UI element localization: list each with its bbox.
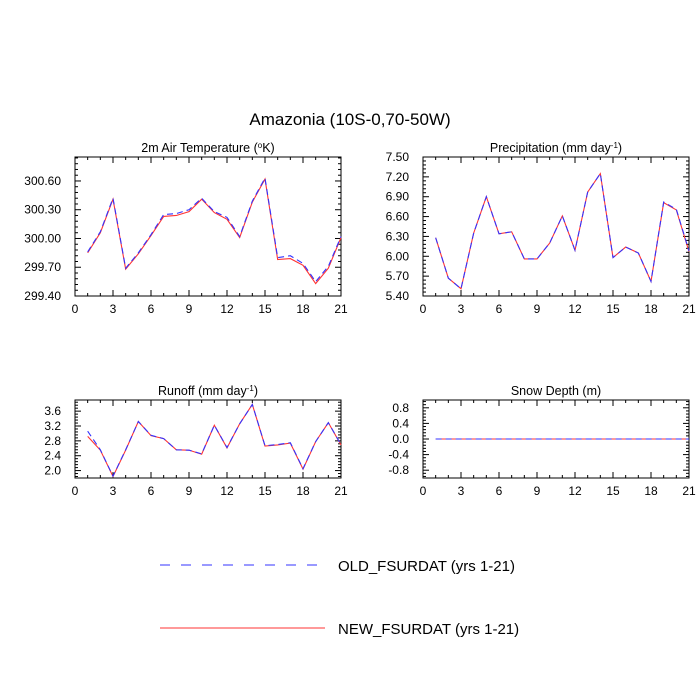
y-tick-label: 7.20 bbox=[386, 170, 410, 184]
panel-title: Runoff (mm day-1) bbox=[158, 384, 258, 399]
legend-label-new: NEW_FSURDAT (yrs 1-21) bbox=[338, 621, 519, 638]
x-tick-label: 3 bbox=[458, 484, 465, 498]
series-line-new bbox=[87, 403, 342, 478]
y-tick-label: 7.50 bbox=[386, 150, 410, 164]
x-tick-label: 6 bbox=[148, 302, 155, 316]
y-tick-label: 3.2 bbox=[44, 419, 61, 433]
x-tick-label: 12 bbox=[220, 302, 234, 316]
x-tick-label: 15 bbox=[606, 484, 620, 498]
y-tick-label: -0.8 bbox=[388, 463, 409, 477]
y-tick-label: 5.40 bbox=[386, 289, 410, 303]
series-line-new bbox=[435, 172, 690, 290]
plot-frame bbox=[74, 156, 342, 297]
y-tick-label: 2.0 bbox=[44, 464, 61, 478]
y-tick-label: -0.4 bbox=[388, 448, 409, 462]
panels: 2m Air Temperature (oK) 0 3 6 9 12 15 18 21 299.4… bbox=[24, 141, 696, 499]
x-tick-label: 0 bbox=[420, 302, 427, 316]
y-tick-label: 0.0 bbox=[392, 432, 409, 446]
x-tick-label: 3 bbox=[110, 484, 117, 498]
series-line-old bbox=[87, 176, 342, 283]
x-tick-label: 18 bbox=[296, 484, 310, 498]
y-tick-label: 300.30 bbox=[24, 203, 61, 217]
x-tick-label: 21 bbox=[334, 302, 348, 316]
x-tick-label: 18 bbox=[644, 302, 658, 316]
figure-title: Amazonia (10S-0,70-50W) bbox=[249, 110, 450, 129]
y-tick-label: 6.00 bbox=[386, 249, 410, 263]
x-tick-label: 12 bbox=[568, 302, 582, 316]
y-tick-label: 2.4 bbox=[44, 449, 61, 463]
legend: OLD_FSURDAT (yrs 1-21) NEW_FSURDAT (yrs 1… bbox=[160, 558, 519, 638]
x-tick-label: 0 bbox=[72, 302, 79, 316]
x-tick-label: 0 bbox=[72, 484, 79, 498]
y-tick-label: 6.90 bbox=[386, 190, 410, 204]
x-tick-label: 9 bbox=[186, 484, 193, 498]
x-tick-label: 21 bbox=[682, 484, 696, 498]
series-line-old bbox=[435, 172, 690, 290]
x-tick-label: 15 bbox=[258, 302, 272, 316]
y-tick-label: 6.30 bbox=[386, 229, 410, 243]
series-line-new bbox=[87, 177, 342, 285]
series-line-old bbox=[87, 403, 342, 478]
plot-frame bbox=[422, 156, 690, 297]
y-tick-label: 299.40 bbox=[24, 289, 61, 303]
x-tick-label: 9 bbox=[186, 302, 193, 316]
y-tick-label: 6.60 bbox=[386, 210, 410, 224]
y-tick-label: 0.8 bbox=[392, 401, 409, 415]
x-tick-label: 15 bbox=[606, 302, 620, 316]
x-tick-label: 9 bbox=[534, 484, 541, 498]
y-tick-label: 2.8 bbox=[44, 434, 61, 448]
x-tick-label: 3 bbox=[458, 302, 465, 316]
panel-3: Runoff (mm day-1)0 3 6 9 12 15 18 212.02.42.83.… bbox=[44, 384, 348, 499]
panel-1: 2m Air Temperature (oK) 0 3 6 9 12 15 18 21 299.4… bbox=[24, 141, 348, 317]
y-tick-label: 5.70 bbox=[386, 269, 410, 283]
y-tick-label: 0.4 bbox=[392, 416, 409, 430]
x-tick-label: 12 bbox=[220, 484, 234, 498]
panel-title: Precipitation (mm day-1) bbox=[490, 141, 622, 156]
y-tick-label: 3.6 bbox=[44, 404, 61, 418]
panel-title: Snow Depth (m) bbox=[511, 384, 601, 398]
x-tick-label: 21 bbox=[334, 484, 348, 498]
x-tick-label: 18 bbox=[644, 484, 658, 498]
x-tick-label: 18 bbox=[296, 302, 310, 316]
x-tick-label: 3 bbox=[110, 302, 117, 316]
x-tick-label: 9 bbox=[534, 302, 541, 316]
x-tick-label: 6 bbox=[148, 484, 155, 498]
x-tick-label: 6 bbox=[496, 484, 503, 498]
x-tick-label: 6 bbox=[496, 302, 503, 316]
panel-4: Snow Depth (m) 0 3 6 9 12 15 18 21 -0.8-0.4 0.0 0.4… bbox=[388, 384, 696, 498]
panel-title: 2m Air Temperature (oK) bbox=[141, 141, 274, 156]
x-tick-label: 15 bbox=[258, 484, 272, 498]
y-tick-label: 300.60 bbox=[24, 174, 61, 188]
panel-2: Precipitation (mm day-1) 0 3 6 9 12 15 18 21 5.40… bbox=[386, 141, 696, 317]
x-tick-label: 0 bbox=[420, 484, 427, 498]
y-tick-label: 299.70 bbox=[24, 260, 61, 274]
x-tick-label: 12 bbox=[568, 484, 582, 498]
x-tick-label: 21 bbox=[682, 302, 696, 316]
plot-frame bbox=[74, 399, 342, 479]
legend-label-old: OLD_FSURDAT (yrs 1-21) bbox=[338, 558, 515, 575]
y-tick-label: 300.00 bbox=[24, 231, 61, 245]
